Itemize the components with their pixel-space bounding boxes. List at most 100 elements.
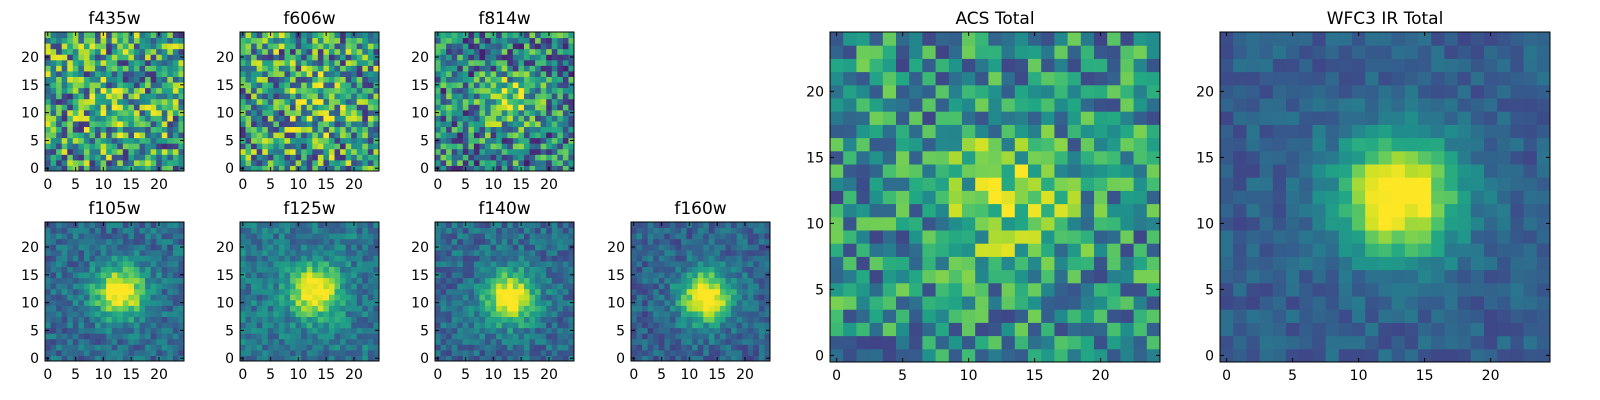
heatmap-cell — [256, 54, 263, 61]
heatmap-cell — [150, 299, 157, 306]
heatmap-cell — [334, 132, 341, 139]
heatmap-cell — [367, 316, 374, 323]
heatmap-cell — [117, 355, 124, 362]
heatmap-cell — [150, 338, 157, 345]
heatmap-cell — [334, 322, 341, 329]
heatmap-cell — [328, 154, 336, 161]
heatmap-cell — [485, 43, 492, 50]
heatmap-cell — [106, 132, 113, 139]
heatmap-cell — [362, 316, 369, 323]
heatmap-cell — [78, 154, 85, 161]
heatmap-cell — [896, 203, 910, 218]
heatmap-cell — [523, 76, 531, 83]
heatmap-cell — [145, 48, 152, 55]
heatmap-cell — [719, 344, 727, 351]
heatmap-cell — [122, 355, 129, 362]
heatmap-cell — [290, 154, 297, 161]
heatmap-cell — [328, 349, 336, 356]
heatmap-cell — [647, 233, 654, 240]
heatmap-cell — [457, 143, 464, 150]
heatmap-cell — [731, 266, 738, 273]
heatmap-cell — [869, 296, 884, 310]
heatmap-cell — [490, 76, 497, 83]
heatmap-cell — [83, 310, 90, 318]
heatmap-cell — [100, 93, 107, 100]
heatmap-cell — [562, 266, 569, 273]
heatmap-cell — [345, 104, 352, 111]
heatmap-cell — [172, 349, 179, 356]
heatmap-cell — [301, 327, 308, 334]
heatmap-cell — [473, 143, 480, 150]
heatmap-cell — [523, 159, 531, 166]
heatmap-cell — [1014, 256, 1029, 271]
heatmap-cell — [468, 109, 475, 116]
heatmap-cell — [167, 126, 174, 133]
heatmap-cell — [681, 266, 688, 273]
heatmap-cell — [529, 148, 536, 155]
heatmap-cell — [50, 266, 57, 273]
heatmap-cell — [758, 299, 765, 306]
heatmap-cell — [468, 37, 475, 44]
heatmap-cell — [273, 43, 280, 50]
heatmap-cell — [451, 355, 458, 362]
heatmap-cell — [540, 327, 547, 334]
heatmap-cell — [758, 272, 765, 279]
heatmap-cell — [83, 233, 90, 240]
heatmap-cell — [653, 249, 660, 256]
heatmap-cell — [557, 272, 564, 279]
heatmap-cell — [61, 82, 68, 89]
heatmap-cell — [351, 120, 358, 128]
heatmap-cell — [512, 305, 519, 312]
heatmap-cell — [172, 327, 179, 334]
heatmap-cell — [1094, 269, 1108, 284]
heatmap-cell — [501, 43, 508, 50]
heatmap-cell — [161, 148, 168, 155]
heatmap-cell — [557, 316, 564, 323]
y-tick-label: 20 — [21, 240, 39, 256]
heatmap-cell — [323, 288, 330, 295]
heatmap-cell — [106, 355, 113, 362]
heatmap-cell — [72, 266, 79, 273]
heatmap-cell — [334, 154, 341, 161]
heatmap-cell — [306, 338, 313, 345]
heatmap-cell — [351, 70, 358, 77]
heatmap-cell — [133, 48, 141, 55]
heatmap-cell — [323, 294, 330, 301]
heatmap-cell — [653, 316, 660, 323]
heatmap-cell — [518, 288, 525, 295]
heatmap-cell — [89, 294, 96, 301]
heatmap-cell — [295, 87, 302, 94]
heatmap-cell — [551, 238, 558, 245]
heatmap-cell — [362, 154, 369, 161]
heatmap-cell — [473, 65, 480, 72]
heatmap-cell — [435, 120, 442, 128]
heatmap-cell — [117, 76, 124, 83]
heatmap-cell — [675, 277, 682, 284]
heatmap-cell — [50, 43, 57, 50]
heatmap-cell — [273, 109, 280, 116]
heatmap-cell — [278, 132, 285, 139]
heatmap-cell — [568, 32, 575, 39]
heatmap-cell — [67, 98, 74, 105]
heatmap-cell — [490, 327, 497, 334]
heatmap-cell — [117, 327, 124, 334]
heatmap-cell — [468, 349, 475, 356]
heatmap-cell — [1094, 256, 1108, 271]
heatmap-cell — [290, 120, 297, 128]
heatmap-cell — [117, 333, 124, 340]
heatmap-cell — [568, 76, 575, 83]
heatmap-cell — [67, 255, 74, 262]
heatmap-cell — [167, 137, 174, 144]
heatmap-cell — [736, 249, 743, 256]
heatmap-cell — [150, 70, 157, 77]
heatmap-cell — [295, 244, 302, 251]
heatmap-cell — [457, 355, 464, 362]
heatmap-cell — [117, 165, 124, 172]
heatmap-cell — [78, 48, 85, 55]
heatmap-cell — [45, 48, 52, 55]
heatmap-cell — [56, 165, 63, 172]
x-tick-label: 15 — [122, 367, 140, 383]
heatmap-cell — [658, 344, 665, 351]
heatmap-cell — [703, 305, 710, 312]
heatmap-cell — [172, 154, 179, 161]
